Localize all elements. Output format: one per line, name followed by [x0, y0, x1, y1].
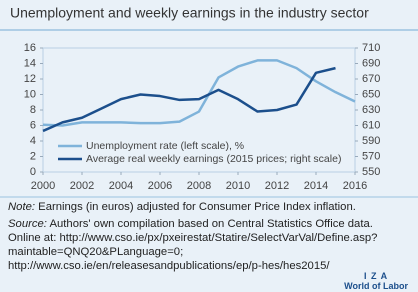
source: Source: Authors' own compilation based o… [8, 217, 408, 273]
x-tick-label: 2008 [187, 180, 211, 192]
x-tick-label: 2004 [109, 180, 133, 192]
y-tick-label: 10 [24, 88, 36, 100]
note-text: Earnings (in euros) adjusted for Consume… [38, 201, 356, 213]
y2-tick-label: 570 [362, 150, 380, 162]
x-tick-label: 2006 [148, 180, 172, 192]
x-tick-label: 2000 [31, 180, 55, 192]
y2-tick-label: 650 [362, 88, 380, 100]
x-tick-label: 2010 [226, 180, 250, 192]
y2-tick-label: 690 [362, 57, 380, 69]
y2-tick-label: 590 [362, 135, 380, 147]
logo-name: World of Labor [344, 281, 408, 291]
chart: Unemployment and weekly earnings in the … [0, 5, 418, 198]
y-tick-label: 2 [30, 150, 36, 162]
y-tick-label: 6 [30, 119, 36, 131]
note-label: Note: [8, 201, 36, 213]
legend-label: Unemployment rate (left scale), % [86, 140, 244, 152]
legend-label: Average real weekly earnings (2015 price… [86, 153, 341, 165]
note: Note: Earnings (in euros) adjusted for C… [8, 200, 408, 214]
y-tick-label: 12 [24, 73, 36, 85]
logo: I Z A World of Labor [344, 271, 408, 291]
y-tick-label: 16 [24, 42, 36, 54]
source-label: Source: [8, 218, 47, 230]
y2-tick-label: 630 [362, 104, 380, 116]
x-tick-label: 2002 [70, 180, 94, 192]
series-line [42, 59, 356, 127]
x-tick-label: 2016 [343, 180, 367, 192]
y-tick-label: 4 [30, 135, 36, 147]
y2-tick-label: 670 [362, 73, 380, 85]
logo-mark: I Z A [364, 271, 389, 281]
y-tick-label: 8 [30, 104, 36, 116]
chart-title: Unemployment and weekly earnings in the … [10, 5, 369, 21]
y2-tick-label: 610 [362, 119, 380, 131]
y-tick-label: 14 [24, 57, 36, 69]
y-tick-label: 0 [30, 166, 36, 178]
x-tick-label: 2012 [265, 180, 289, 192]
x-tick-label: 2014 [304, 180, 328, 192]
source-text: Authors' own compilation based on Centra… [8, 218, 378, 272]
y2-tick-label: 550 [362, 166, 380, 178]
series-line [42, 66, 336, 133]
y2-tick-label: 710 [362, 42, 380, 54]
